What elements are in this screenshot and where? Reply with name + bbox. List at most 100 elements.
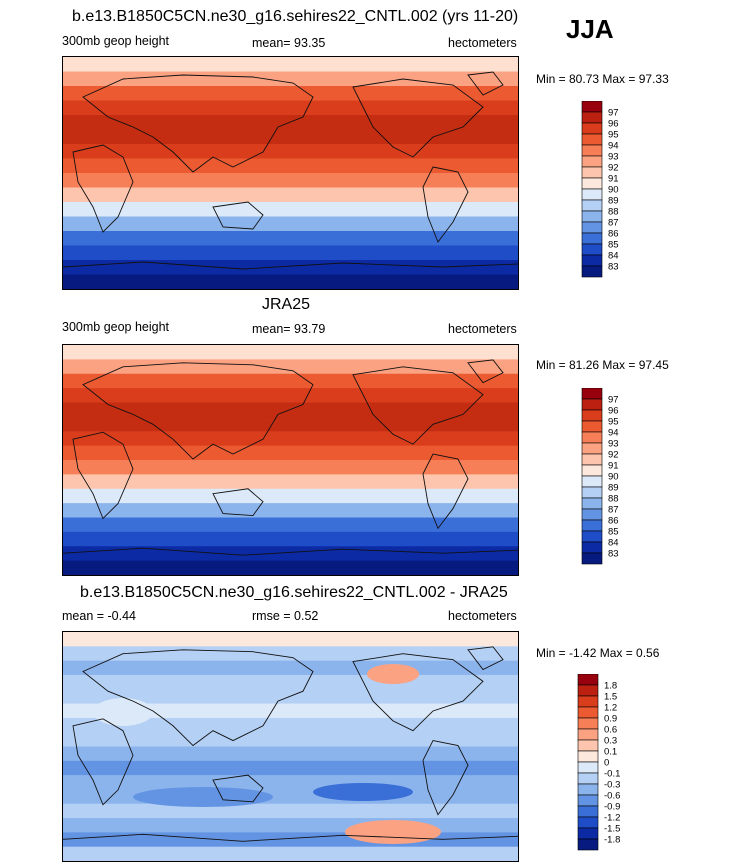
colorbar-swatch [581, 111, 603, 124]
panel-1-colorbar: 97 96 95 94 93 92 91 90 89 88 87 86 85 84 83 [580, 100, 640, 286]
panel-1-mean-label: mean= 93.35 [252, 36, 326, 50]
colorbar-swatch [581, 232, 603, 245]
colorbar-swatch [581, 144, 603, 157]
colorbar-tick-label: 83 [608, 549, 619, 560]
colorbar-swatch [577, 684, 599, 697]
coastline [467, 71, 504, 96]
colorbar-swatch [581, 530, 603, 543]
field-band [63, 216, 518, 232]
colorbar-swatch [577, 816, 599, 829]
anomaly-region [313, 783, 413, 801]
coastline [422, 166, 469, 243]
colorbar-swatch [581, 552, 603, 565]
colorbar-tick-label: 97 [608, 108, 619, 119]
coastline [212, 201, 264, 230]
colorbar-tick-label: -0.1 [604, 769, 620, 780]
field-band [63, 531, 518, 547]
colorbar-swatch [581, 100, 603, 113]
colorbar-tick-label: 91 [608, 461, 619, 472]
colorbar-swatch [581, 199, 603, 212]
field-band [63, 775, 518, 791]
colorbar-swatch [577, 673, 599, 686]
colorbar-swatch [581, 420, 603, 433]
colorbar-swatch [577, 838, 599, 851]
field-band [63, 674, 518, 690]
field-band [63, 517, 518, 533]
colorbar-swatch [577, 772, 599, 785]
coastline [212, 488, 264, 516]
panel-1-title: b.e13.B1850C5CN.ne30_g16.sehires22_CNTL.… [72, 8, 519, 25]
colorbar-tick-label: 88 [608, 207, 619, 218]
field-band [63, 373, 518, 389]
colorbar-swatch [577, 739, 599, 752]
coastline [63, 261, 518, 270]
colorbar-tick-label: 90 [608, 472, 619, 483]
colorbar-tick-label: 86 [608, 229, 619, 240]
field-band [63, 560, 518, 575]
colorbar-tick-label: 0.9 [604, 714, 617, 725]
coastline [467, 359, 504, 384]
anomaly-region [345, 820, 441, 844]
anomaly-region [133, 787, 273, 807]
colorbar-swatch [581, 166, 603, 179]
field-band [63, 660, 518, 676]
coastline [422, 453, 469, 530]
colorbar-tick-label: 94 [608, 141, 619, 152]
panel-3-minmax: Min = -1.42 Max = 0.56 [536, 646, 660, 660]
colorbar-tick-label: 87 [608, 218, 619, 229]
colorbar-swatch [577, 750, 599, 763]
anomaly-region [367, 664, 419, 684]
panel-3-colorbar: 1.8 1.5 1.2 0.9 0.6 0.3 0.1 0 -0.1 -0.3 -0.6 -0.9 -1… [576, 673, 640, 861]
field-band [63, 388, 518, 404]
panel-2-units-label: hectometers [448, 322, 517, 336]
colorbar-tick-label: 96 [608, 119, 619, 130]
field-band [63, 187, 518, 203]
coastline [82, 74, 314, 173]
coastline [212, 774, 264, 803]
field-band [63, 115, 518, 131]
colorbar-swatch [581, 188, 603, 201]
colorbar-tick-label: 94 [608, 428, 619, 439]
colorbar-swatch [581, 431, 603, 444]
field-band [63, 818, 518, 833]
coastline [352, 653, 484, 732]
field-band [63, 746, 518, 762]
field-band [63, 345, 518, 360]
colorbar-tick-label: 93 [608, 152, 619, 163]
colorbar-swatch [581, 541, 603, 554]
field-band [63, 173, 518, 189]
field-band [63, 260, 518, 276]
panel-2-title: JRA25 [262, 296, 311, 313]
panel-3-rmse-label: rmse = 0.52 [252, 609, 319, 623]
colorbar-swatch [581, 254, 603, 267]
field-band [63, 445, 518, 461]
field-band [63, 144, 518, 160]
colorbar-tick-label: 0.1 [604, 747, 617, 758]
panel-3-colorbar-svg: 1.81.51.20.90.60.30.10-0.1-0.3-0.6-0.9-1… [577, 673, 620, 851]
colorbar-swatch [581, 387, 603, 400]
field-band [63, 632, 518, 647]
coastline [352, 78, 484, 158]
colorbar-swatch [581, 475, 603, 488]
colorbar-swatch [577, 695, 599, 708]
panel-3-units-label: hectometers [448, 609, 517, 623]
field-band [63, 503, 518, 519]
colorbar-tick-label: 0.6 [604, 725, 617, 736]
colorbar-swatch [581, 442, 603, 455]
colorbar-tick-label: 88 [608, 494, 619, 505]
colorbar-swatch [581, 177, 603, 190]
coastline [352, 366, 484, 445]
colorbar-swatch [581, 497, 603, 510]
colorbar-swatch [577, 783, 599, 796]
panel-3-mean-label: mean = -0.44 [62, 609, 137, 623]
colorbar-tick-label: 95 [608, 130, 619, 141]
coastline [63, 547, 518, 556]
colorbar-swatch [577, 717, 599, 730]
field-band [63, 245, 518, 261]
panel-3-title: b.e13.B1850C5CN.ne30_g16.sehires22_CNTL.… [80, 584, 508, 601]
colorbar-tick-label: 92 [608, 163, 619, 174]
colorbar-swatch [581, 409, 603, 422]
colorbar-swatch [581, 221, 603, 234]
colorbar-tick-label: -1.8 [604, 835, 620, 846]
field-band [63, 431, 518, 447]
